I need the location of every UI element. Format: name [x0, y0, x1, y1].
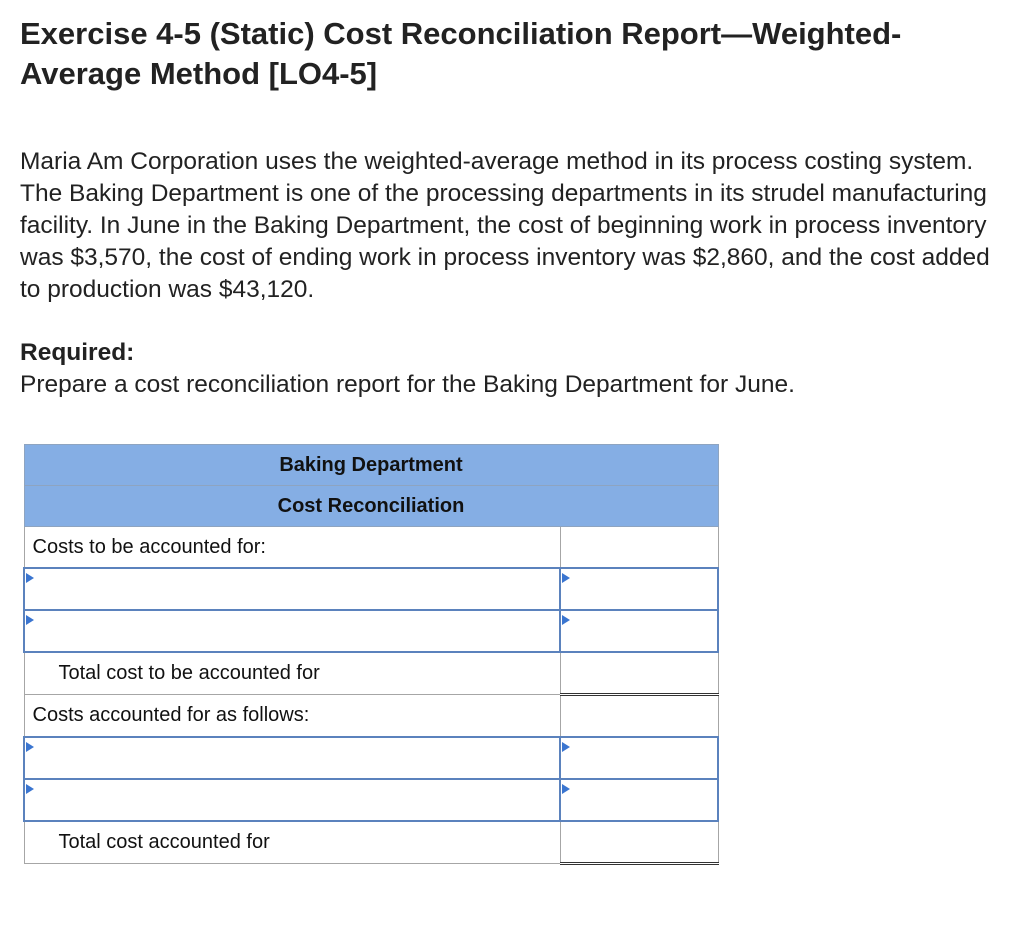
table-header-row: Cost Reconciliation [23, 485, 719, 527]
required-label: Required: [20, 339, 135, 366]
s2-row2-label-cell[interactable] [23, 778, 561, 822]
s2-row2-value-input[interactable] [561, 780, 717, 820]
s2-row1-label-input[interactable] [25, 738, 559, 778]
table-row: Total cost accounted for [23, 820, 719, 865]
total-cost-accounted-label: Total cost accounted for [23, 820, 561, 864]
s1-row1-value-input[interactable] [561, 569, 717, 609]
section-label-costs-accounted: Costs accounted for as follows: [23, 694, 561, 738]
table-row: Costs accounted for as follows: [23, 694, 719, 738]
s1-row1-label-cell[interactable] [23, 567, 561, 611]
total-cost-to-account-label: Total cost to be accounted for [23, 651, 561, 695]
s2-row2-label-input[interactable] [25, 780, 559, 820]
s2-row1-label-cell[interactable] [23, 736, 561, 780]
required-instructions: Prepare a cost reconciliation report for… [20, 371, 795, 398]
empty-cell [559, 694, 719, 738]
cost-reconciliation-table: Baking Department Cost Reconciliation Co… [23, 444, 719, 865]
empty-cell [559, 526, 719, 569]
exercise-title: Exercise 4-5 (Static) Cost Reconciliatio… [20, 16, 902, 91]
s1-row2-label-cell[interactable] [23, 609, 561, 653]
table-row [23, 567, 719, 611]
table-row [23, 778, 719, 822]
problem-description: Maria Am Corporation uses the weighted-a… [20, 148, 990, 303]
s1-row2-value-input[interactable] [561, 611, 717, 651]
total-cost-accounted-cell[interactable] [559, 820, 719, 865]
table-row [23, 609, 719, 653]
s2-row1-value-input[interactable] [561, 738, 717, 778]
s1-row2-value-cell[interactable] [559, 609, 719, 653]
table-header-row: Baking Department [23, 444, 719, 486]
s1-row1-value-cell[interactable] [559, 567, 719, 611]
table-row: Total cost to be accounted for [23, 651, 719, 696]
s1-row1-label-input[interactable] [25, 569, 559, 609]
s2-row1-value-cell[interactable] [559, 736, 719, 780]
table-row [23, 736, 719, 780]
report-header: Cost Reconciliation [23, 485, 719, 527]
s2-row2-value-cell[interactable] [559, 778, 719, 822]
table-row: Costs to be accounted for: [23, 526, 719, 569]
total-cost-accounted-input[interactable] [560, 822, 718, 862]
department-header: Baking Department [23, 444, 719, 486]
s1-row2-label-input[interactable] [25, 611, 559, 651]
total-cost-to-account-input[interactable] [560, 653, 718, 693]
total-cost-to-account-cell[interactable] [559, 651, 719, 696]
section-label-costs-to-account: Costs to be accounted for: [23, 526, 561, 569]
